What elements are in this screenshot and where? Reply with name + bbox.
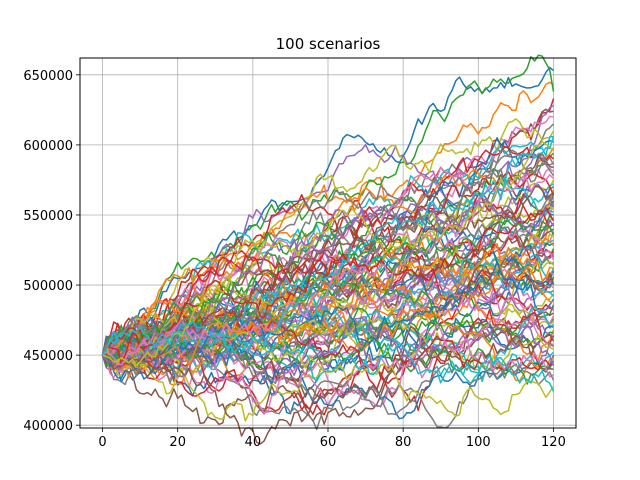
x-tick-label: 120 [541,435,566,450]
scenario-line [101,305,555,385]
y-tick-label: 550000 [23,209,73,224]
x-tick-label: 20 [169,435,186,450]
x-tick-label: 40 [245,435,262,450]
x-tick-label: 80 [395,435,412,450]
scenario-line [102,317,554,415]
scenario-line [101,146,554,359]
scenario-line [102,337,555,385]
scenario-line [101,340,555,420]
x-axis: 0 20 40 60 80 100 120 [98,428,566,450]
scenario-line [102,185,554,370]
y-tick-label: 450000 [23,349,73,364]
x-tick-label: 100 [466,435,491,450]
y-tick-label: 400000 [23,419,73,434]
scenario-line [102,265,554,357]
scenario-line [101,66,554,356]
series-lines [101,54,555,445]
scenario-line [102,282,554,379]
scenario-line [101,118,555,356]
scenario-line [101,311,554,426]
y-tick-label: 500000 [23,279,73,294]
scenario-line [102,262,555,374]
y-tick-label: 650000 [23,69,73,84]
scenario-line [101,326,554,445]
scenario-line [102,335,555,429]
scenario-line [101,227,554,375]
scenario-line [101,136,555,356]
scenario-line [102,219,555,371]
scenario-line [101,328,555,398]
y-axis: 400000 450000 500000 550000 600000 650000 [23,69,80,434]
scenario-line [102,174,555,366]
chart-title: 100 scenarios [276,35,381,53]
x-tick-label: 0 [98,435,106,450]
scenario-line [101,279,555,383]
scenario-line [101,199,554,369]
y-tick-label: 600000 [23,139,73,154]
scenario-line [102,306,554,382]
scenario-line [101,220,555,361]
x-tick-label: 60 [320,435,337,450]
